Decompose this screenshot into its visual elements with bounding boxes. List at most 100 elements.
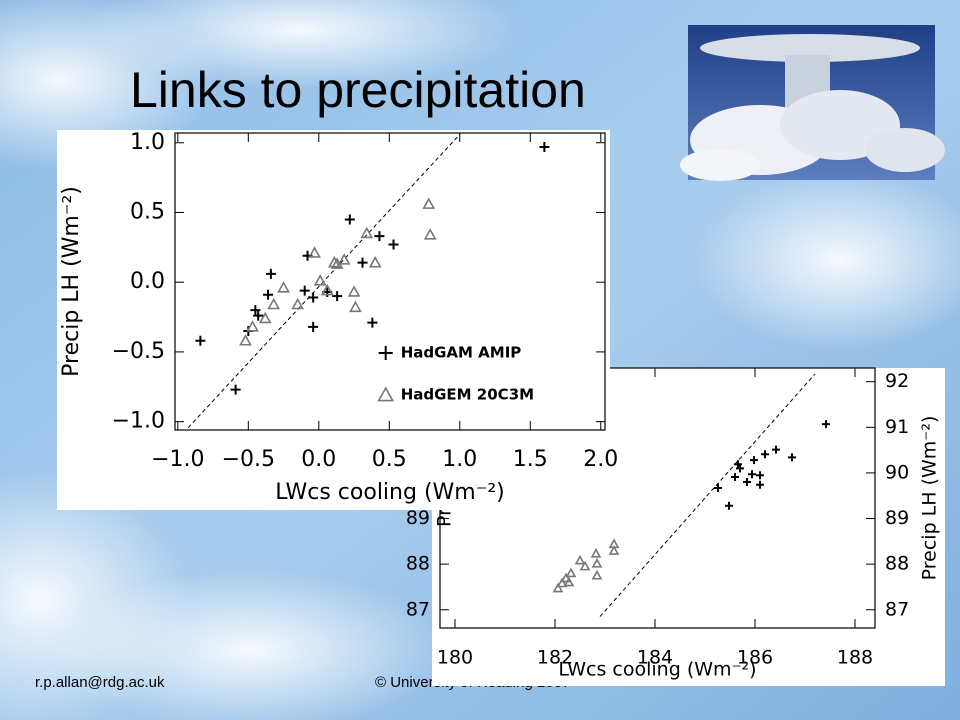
point [230,384,241,395]
y-tick-label: 92 [885,370,909,392]
y-tick-label: 90 [885,461,909,483]
point [734,460,742,469]
y-tick-label: 89 [406,507,430,529]
legend-marker [377,386,395,402]
y-tick-label: 0.5 [130,199,165,224]
x-tick-label: 188 [837,647,873,669]
point [743,478,751,487]
legend-label: HadGEM 20C3M [401,386,534,404]
point [608,545,620,555]
reference-line [599,373,816,617]
point [748,470,756,479]
point [539,141,550,152]
point [388,239,399,250]
point [750,456,758,465]
point [725,501,733,510]
y-tick-label: −1.0 [112,409,165,434]
y-tick-label: 87 [885,598,909,620]
x-axis-label: LWcs cooling (Wm⁻²) [275,480,504,505]
point [822,420,830,429]
y-tick-label: 0.0 [130,269,165,294]
x-tick-label: 0.0 [301,447,336,472]
point [347,285,361,297]
y-tick-label: 88 [406,553,430,575]
point [357,257,368,268]
point [239,334,252,346]
point [788,453,796,462]
point [563,576,575,587]
point [195,335,206,346]
point [299,285,310,296]
point [327,256,341,268]
point [291,297,305,310]
legend-marker [378,346,393,360]
point [761,450,769,459]
y-axis-label: Precip LH (Wm⁻²) [59,186,84,377]
point [574,554,586,565]
reference-line [185,134,461,430]
point [253,310,264,321]
x-tick-label: 186 [737,647,773,669]
point [349,300,362,313]
point [250,305,261,316]
point [344,214,355,225]
x-tick-label: 2.0 [583,447,618,472]
point [422,197,436,209]
x-tick-label: −1.0 [151,447,204,472]
plot-area [185,134,550,430]
footer-email: r.p.allan@rdg.ac.uk [35,674,165,691]
point [756,471,764,480]
plot-frame [174,132,606,431]
x-axis-label: LWcs cooling (Wm⁻²) [558,659,756,681]
point [560,572,572,583]
point [308,292,319,303]
y-tick-label: 1.0 [130,130,165,155]
y2-axis-label: Precip LH (Wm⁻²) [919,416,941,581]
y-tick-label: 87 [406,598,430,620]
point [368,256,382,268]
plot-area [552,373,830,617]
point [772,445,780,454]
point [731,473,739,482]
point [367,317,378,328]
point [267,297,281,310]
y-tick-label: 91 [885,416,909,438]
point [360,226,374,239]
point [591,558,603,568]
x-tick-label: −0.5 [222,447,275,472]
point [308,246,321,258]
point [320,283,334,296]
y-tick-label: −0.5 [112,339,165,364]
point [330,257,344,269]
y-tick-label: 89 [885,507,909,529]
point [423,228,437,240]
point [337,253,351,265]
cloud-photo [680,25,945,181]
point [265,268,276,279]
x-tick-label: 184 [637,647,673,669]
point [332,291,343,302]
x-tick-label: 182 [537,647,573,669]
chart-panel [57,130,610,510]
point [579,560,591,571]
point [591,569,603,580]
legend-label: HadGAM AMIP [401,344,522,362]
point [756,480,764,489]
slide-title: Links to precipitation [130,62,586,118]
point [565,567,577,578]
chart: −1.0 −0.5 0.0 0.5 1.0 1.5 2.0 −1.0 −0.5 0.0 0.5 1.0… [57,130,618,510]
x-tick-label: 1.0 [442,447,477,472]
point [736,464,744,473]
point [258,311,272,324]
y-tick-label: 88 [885,553,909,575]
x-tick-label: 1.5 [513,447,548,472]
point [308,321,319,332]
point [552,582,564,593]
point [590,548,602,558]
point [263,289,274,300]
point [374,231,385,242]
chart: 180182184186188878788888989909091919292L… [406,367,945,686]
point [556,577,568,588]
x-tick-label: 0.5 [372,447,407,472]
